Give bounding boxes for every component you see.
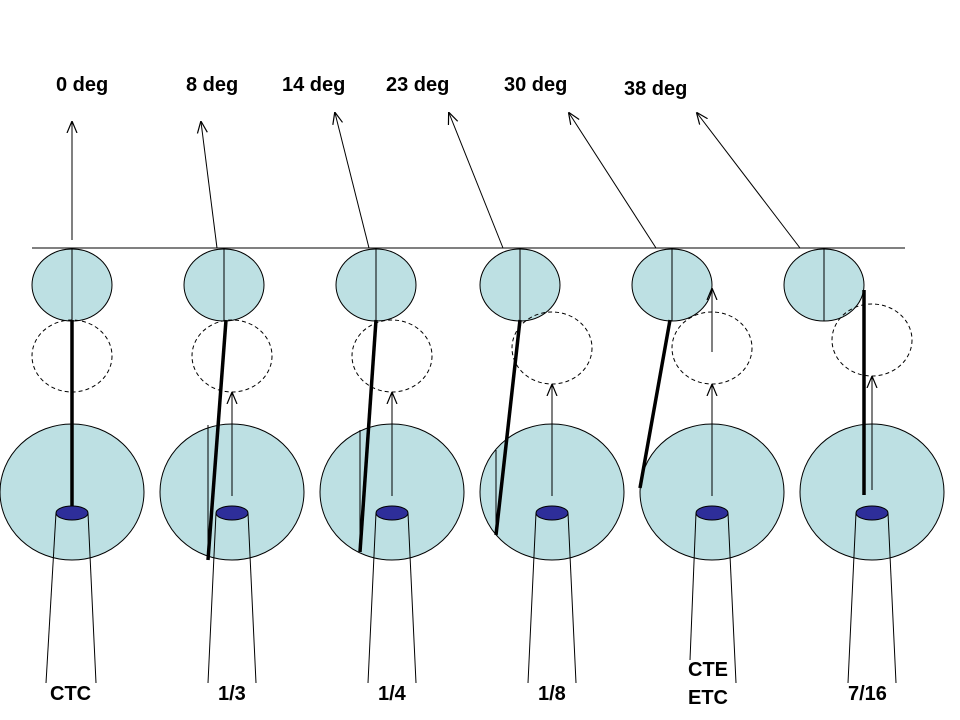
position-label: 7/16 — [848, 683, 887, 705]
angle-label: 0 deg — [56, 74, 108, 96]
position-label: 1/4 — [378, 683, 407, 705]
pocket — [215, 505, 249, 521]
angle-label: 30 deg — [504, 74, 567, 96]
aim-line — [206, 319, 228, 561]
pocket-wall-left — [367, 512, 377, 684]
pocket — [855, 505, 889, 521]
shot-column-cte-etc: 30 deg CTE ETC — [504, 74, 785, 709]
position-label: ETC — [688, 687, 728, 709]
pocket-wall-left — [527, 512, 537, 684]
direction-arrow — [569, 113, 657, 249]
position-label: CTC — [50, 683, 91, 705]
pocket-wall-right — [887, 512, 897, 684]
shot-column-ctc: 0 deg CTC — [0, 74, 145, 705]
angle-label: 14 deg — [282, 74, 345, 96]
pocket-wall-right — [247, 512, 257, 684]
pocket — [55, 505, 89, 521]
aim-line — [358, 319, 378, 553]
aim-line — [638, 319, 672, 489]
pocket-wall-left — [689, 512, 697, 661]
pocket — [695, 505, 729, 521]
pocket-wall-right — [87, 512, 97, 684]
position-label: 1/8 — [538, 683, 566, 705]
ghost-ball — [511, 311, 593, 385]
angle-label: 23 deg — [386, 74, 449, 96]
pocket — [375, 505, 409, 521]
position-label: CTE — [688, 659, 728, 681]
pocket-wall-right — [567, 512, 577, 684]
pocket-wall-left — [207, 512, 217, 684]
shot-column-seven-sixteenths: 38 deg 7/16 — [624, 78, 945, 705]
pocket-wall-right — [407, 512, 417, 684]
pocket-wall-left — [847, 512, 857, 684]
angle-label: 38 deg — [624, 78, 687, 100]
angle-label: 8 deg — [186, 74, 238, 96]
pocket-wall-right — [727, 512, 737, 684]
aim-line — [494, 319, 522, 536]
ghost-ball — [831, 303, 913, 377]
direction-arrow — [201, 122, 218, 249]
shot-column-one-quarter: 14 deg 1/4 — [282, 74, 465, 705]
direction-arrow — [697, 113, 801, 249]
shot-column-one-third: 8 deg 1/3 — [159, 74, 305, 705]
direction-arrow — [335, 113, 370, 249]
direction-arrow — [449, 113, 504, 249]
pocket-wall-left — [45, 512, 57, 684]
position-label: 1/3 — [218, 683, 246, 705]
ghost-ball — [191, 319, 273, 393]
shot-column-one-eighth: 23 deg 1/8 — [386, 74, 625, 705]
pocket — [535, 505, 569, 521]
ghost-ball — [351, 319, 433, 393]
